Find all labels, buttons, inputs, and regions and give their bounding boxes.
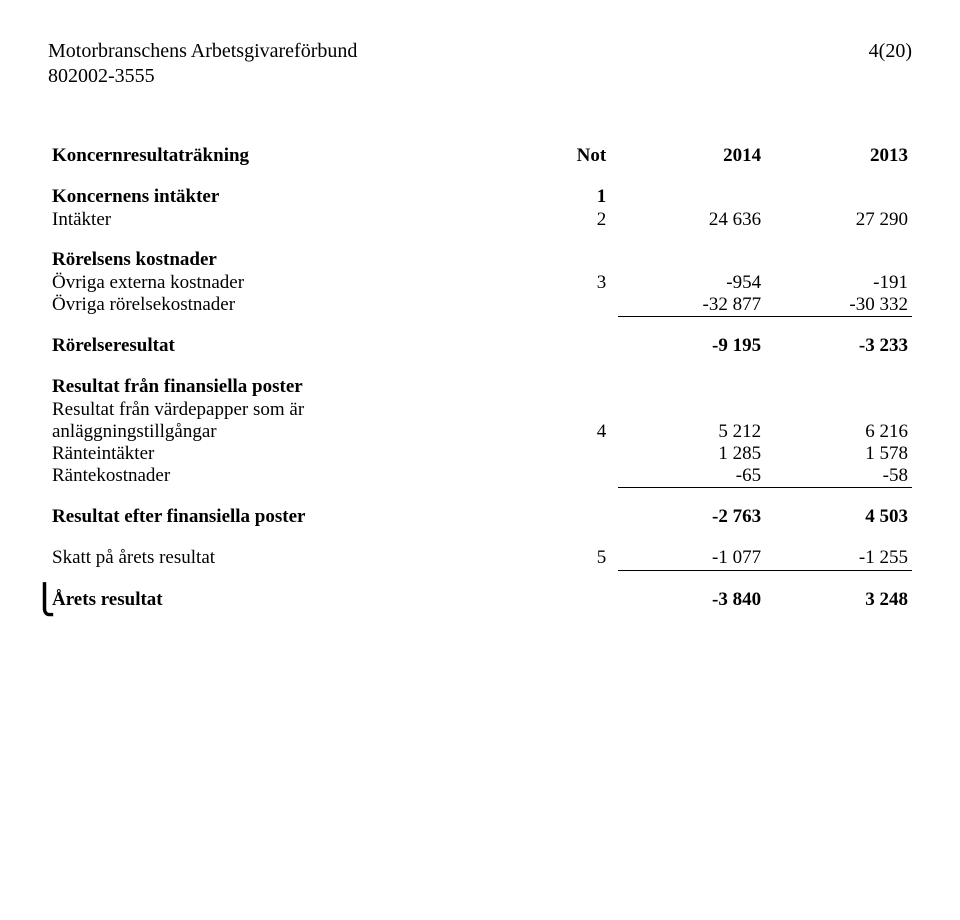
cell-value: -3 840 (618, 571, 765, 613)
cell-value: 1 285 (618, 443, 765, 465)
cell-value: -58 (765, 465, 912, 488)
subhead-koncern-intakter: Koncernens intäkter (48, 168, 532, 209)
row-ranteintakter-label: Ränteintäkter (48, 443, 532, 465)
cell-value: 27 290 (765, 209, 912, 231)
row-ovriga-rorelse-label: Övriga rörelsekostnader (48, 294, 532, 317)
row-anlaggning-label: anläggningstillgångar (48, 421, 532, 443)
cell-value: -1 255 (765, 529, 912, 571)
org-id: 802002-3555 (48, 65, 912, 88)
cell-value: -191 (765, 272, 912, 294)
col-not: Not (532, 144, 618, 168)
note-cell: 5 (532, 529, 618, 571)
note-cell: 3 (532, 272, 618, 294)
row-arets-label: ⎩ Årets resultat (48, 571, 532, 613)
page-header: Motorbranschens Arbetsgivareförbund 4(20… (48, 40, 912, 63)
col-y1: 2014 (618, 144, 765, 168)
cell-value: 24 636 (618, 209, 765, 231)
cell-value: 5 212 (618, 421, 765, 443)
cell-value: -3 233 (765, 317, 912, 359)
subhead-fin-poster: Resultat från finansiella poster (48, 358, 532, 399)
table-title: Koncernresultaträkning (48, 144, 532, 168)
row-ovriga-externa-label: Övriga externa kostnader (48, 272, 532, 294)
note-cell: 2 (532, 209, 618, 231)
cell-value: -1 077 (618, 529, 765, 571)
row-rorelseresultat-label: Rörelseresultat (48, 317, 532, 359)
row-vardepapper-l1: Resultat från värdepapper som är (48, 399, 532, 421)
page-number: 4(20) (869, 40, 912, 63)
note-cell: 1 (532, 168, 618, 209)
cell-value: 6 216 (765, 421, 912, 443)
cell-value: -954 (618, 272, 765, 294)
col-y2: 2013 (765, 144, 912, 168)
row-arets-text: Årets resultat (52, 589, 163, 610)
cell-value: -32 877 (618, 294, 765, 317)
cell-value: -9 195 (618, 317, 765, 359)
org-name: Motorbranschens Arbetsgivareförbund (48, 40, 357, 63)
cell-value: 3 248 (765, 571, 912, 613)
cell-value: 4 503 (765, 488, 912, 530)
subhead-rorelsens-kostnader: Rörelsens kostnader (48, 231, 532, 272)
row-rantekostnader-label: Räntekostnader (48, 465, 532, 488)
cell-value: -65 (618, 465, 765, 488)
row-skatt-label: Skatt på årets resultat (48, 529, 532, 571)
income-statement-table: Koncernresultaträkning Not 2014 2013 Kon… (48, 144, 912, 612)
row-efter-fin-label: Resultat efter finansiella poster (48, 488, 532, 530)
cell-value: -2 763 (618, 488, 765, 530)
cell-value: -30 332 (765, 294, 912, 317)
note-cell: 4 (532, 421, 618, 443)
checkmark-icon: ⎩ (34, 587, 55, 615)
cell-value: 1 578 (765, 443, 912, 465)
row-intakter-label: Intäkter (48, 209, 532, 231)
